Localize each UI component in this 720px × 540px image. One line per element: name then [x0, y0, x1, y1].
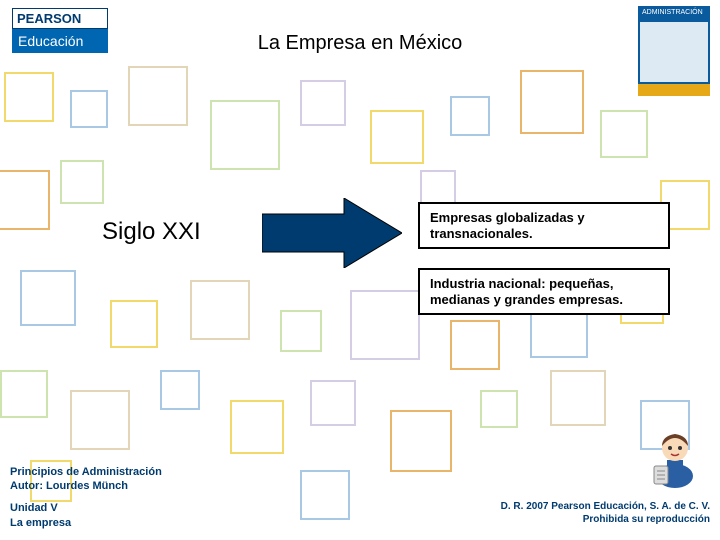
slide-title: La Empresa en México [0, 32, 720, 55]
footer-right: D. R. 2007 Pearson Educación, S. A. de C… [501, 500, 710, 526]
logo-brand: PEARSON [12, 8, 108, 29]
footer-book-title: Principios de Administración [10, 465, 162, 479]
footer-left: Principios de Administración Autor: Lour… [10, 465, 162, 530]
character-clipart [648, 426, 702, 490]
footer-copyright: D. R. 2007 Pearson Educación, S. A. de C… [501, 500, 710, 513]
arrow-shape [262, 198, 402, 268]
content-box-2: Industria nacional: pequeñas, medianas y… [418, 268, 670, 315]
footer-author: Autor: Lourdes Münch [10, 479, 162, 493]
book-cover-title: ADMINISTRACIÓN [638, 6, 710, 20]
diagram-heading: Siglo XXI [102, 218, 201, 246]
arrow-icon [262, 198, 402, 268]
footer-unit-name: La empresa [10, 516, 162, 530]
footer-rights: Prohibida su reproducción [501, 513, 710, 526]
content-box-1: Empresas globalizadas y transnacionales. [418, 202, 670, 249]
footer-unit: Unidad V [10, 501, 162, 515]
book-cover-footer [638, 84, 710, 96]
